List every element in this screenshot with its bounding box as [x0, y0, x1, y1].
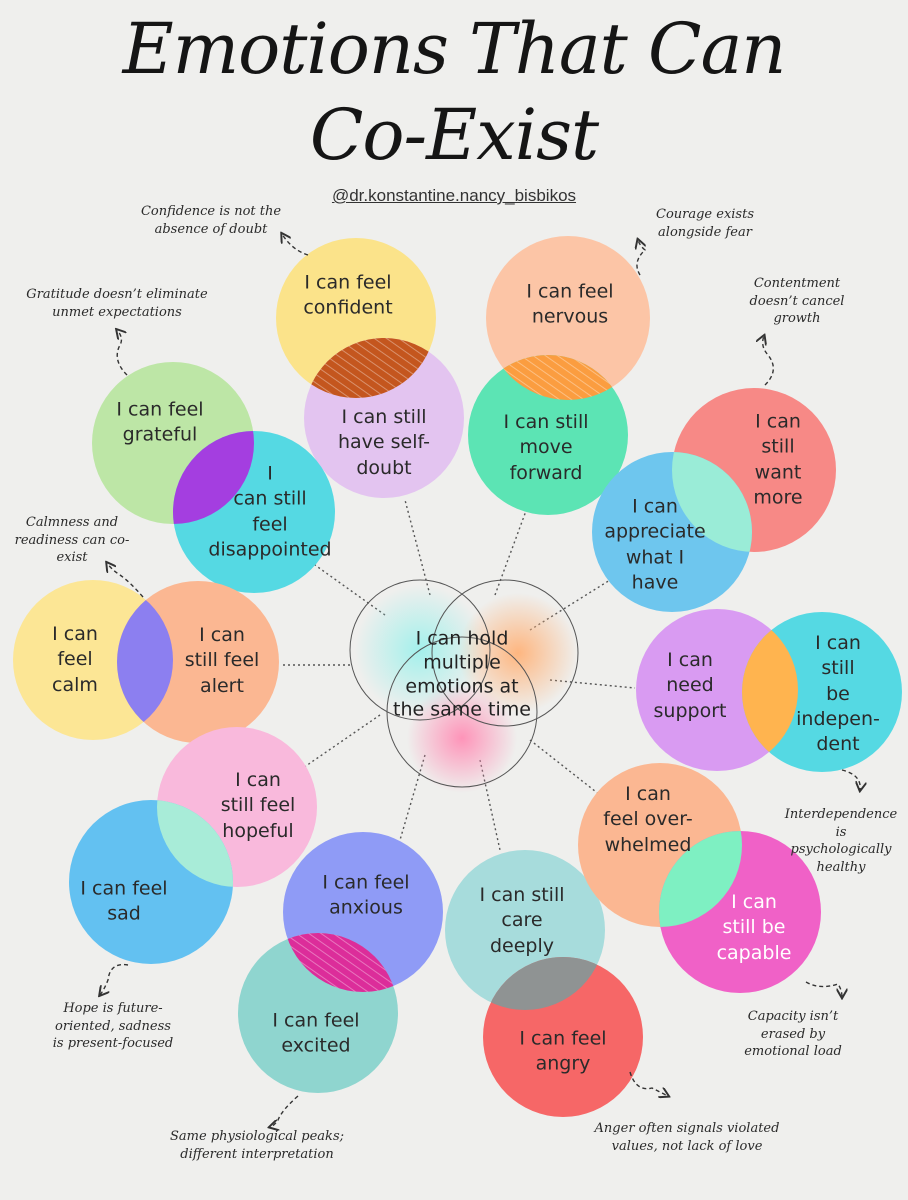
- bubble-move-forward: I can still move forward: [503, 411, 589, 484]
- bubble-nervous: I can feel nervous: [526, 280, 614, 328]
- connector-hopeful: [299, 714, 381, 771]
- pair-overwhelmed-capable: [578, 763, 821, 993]
- center-circle-left: [349, 579, 491, 721]
- bubble-grateful: I can feel grateful: [116, 398, 204, 446]
- arrow-physiological: [270, 1095, 299, 1127]
- arrow-interdependence: [841, 769, 860, 790]
- note-anger: Anger often signals violated values, not…: [594, 1121, 780, 1154]
- bubble-confident: I can feel confident: [303, 271, 393, 319]
- note-gratitude: Gratitude doesn’t eliminate unmet expect…: [26, 287, 208, 320]
- arrow-capacity: [805, 981, 842, 997]
- pair-nervous-forward: [468, 236, 650, 515]
- overlap-support-independent: [742, 612, 798, 771]
- bubble-care-deeply: I can still care deeply: [479, 884, 565, 957]
- overlap-hatch: [283, 933, 398, 992]
- bubble-alert: I can still feel alert: [184, 624, 260, 697]
- center-circle-bottom: [386, 636, 538, 788]
- bubble-need-support: I can need support: [653, 649, 727, 722]
- note-contentment: Contentment doesn’t cancel growth: [749, 276, 845, 327]
- note-physiological: Same physiological peaks; different inte…: [170, 1129, 344, 1162]
- arrow-hope: [100, 963, 129, 995]
- note-hope: Hope is future- oriented, sadness is pre…: [52, 1001, 174, 1052]
- bubble-appreciate: I can appreciate what I have: [604, 495, 706, 594]
- center-glow-pink: [407, 683, 517, 793]
- bubble-independent: I can still be indepen- dent: [796, 631, 880, 755]
- note-calmness: Calmness and readiness can co- exist: [14, 515, 130, 566]
- bubble-excited: I can feel excited: [272, 1009, 360, 1057]
- arrow-anger: [629, 1071, 668, 1096]
- connector-nervous: [494, 499, 531, 596]
- pair-confident-selfdoubt: [276, 238, 464, 498]
- bubble-calm: I can feel calm: [52, 623, 98, 696]
- pair-anxious-excited: [238, 832, 443, 1093]
- arrow-contentment: [763, 336, 774, 386]
- pair-support-independent: [636, 609, 902, 772]
- bubble-overwhelmed: I can feel over- whelmed: [603, 783, 693, 856]
- overlap-hopeful-sad: [157, 800, 233, 887]
- author-handle-text[interactable]: @dr.konstantine.nancy_bisbikos: [331, 186, 577, 205]
- arrow-courage: [637, 240, 647, 276]
- arrow-gratitude: [117, 330, 128, 376]
- connector-confident: [404, 499, 431, 596]
- bubble-disappointed: I can still feel disappointed: [208, 462, 332, 561]
- title-line-1: Emotions That Can: [122, 8, 787, 90]
- center-circle-right: [431, 579, 579, 727]
- connector-support: [549, 679, 636, 689]
- bubble-self-doubt: I can still have self- doubt: [337, 406, 431, 479]
- overlap-calm-alert: [117, 581, 173, 740]
- pair-calm-alert: [13, 580, 279, 743]
- overlap-grateful-disappointed: [173, 431, 254, 524]
- center-glow-orange: [458, 593, 578, 713]
- note-capacity: Capacity isn’t erased by emotional load: [744, 1009, 842, 1060]
- annotation-arrows: [100, 234, 860, 1127]
- bubble-angry: I can feel angry: [519, 1027, 607, 1075]
- bubble-want-more: I can still want more: [753, 410, 803, 509]
- note-courage: Courage exists alongside fear: [655, 207, 755, 240]
- arrow-confidence: [282, 234, 309, 256]
- center-label: I can hold multiple emotions at the same…: [393, 627, 531, 721]
- pair-hopeful-sad: [69, 727, 317, 964]
- bubble-sad: I can feel sad: [80, 877, 168, 925]
- connector-grateful: [314, 564, 386, 616]
- arrow-calmness: [107, 563, 144, 598]
- pair-grateful-disappointed: [92, 362, 335, 593]
- bubble-capable: I can still be capable: [716, 891, 792, 964]
- note-confidence: Confidence is not the absence of doubt: [140, 204, 282, 237]
- pair-care-angry: [445, 850, 643, 1117]
- title-line-2: Co-Exist: [309, 94, 599, 176]
- note-interdependence: Interdependence is psychologically healt…: [784, 807, 898, 875]
- pair-wantmore-appreciate: [592, 388, 836, 612]
- overlap-wantmore-appreciate: [672, 452, 752, 552]
- bubble-anxious: I can feel anxious: [322, 871, 410, 919]
- connector-overwhelmed: [529, 739, 601, 796]
- bubble-hopeful: I can still feel hopeful: [220, 769, 296, 842]
- center-venn: [349, 579, 579, 793]
- author-handle[interactable]: @dr.konstantine.nancy_bisbikos: [0, 186, 908, 206]
